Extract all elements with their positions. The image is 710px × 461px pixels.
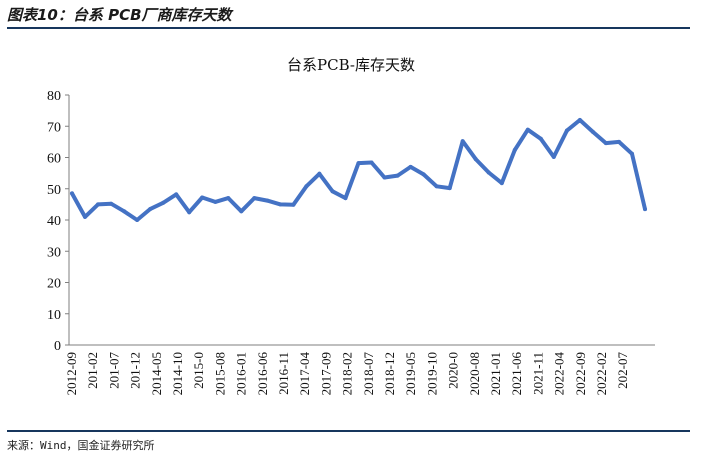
data-point	[148, 207, 153, 212]
data-point	[447, 186, 452, 191]
data-point	[291, 202, 296, 207]
data-point	[369, 160, 374, 165]
bottom-rule	[7, 430, 690, 432]
data-point	[486, 170, 491, 175]
x-tick-label: 2017-09	[318, 352, 333, 395]
y-tick-label: 60	[47, 152, 61, 167]
y-tick-label: 0	[54, 339, 61, 354]
figure-title: 图表10：台系 PCB厂商库存天数	[7, 6, 232, 24]
data-point	[174, 192, 179, 197]
x-tick-label: 2020-08	[467, 352, 482, 395]
x-tick-label: 2022-04	[552, 352, 567, 396]
data-point	[395, 173, 400, 178]
x-tick-label: 2016-11	[276, 352, 291, 395]
data-point	[382, 175, 387, 180]
data-point	[603, 141, 608, 146]
x-tick-label: 2022-09	[573, 352, 588, 395]
x-tick-label: 2019-05	[403, 352, 418, 395]
data-point	[70, 191, 74, 196]
x-tick-label: 2021-11	[530, 352, 545, 395]
data-point	[330, 189, 335, 194]
data-point	[356, 161, 361, 166]
y-tick-label: 50	[47, 183, 61, 198]
data-point	[161, 200, 166, 205]
chart-title: 台系PCB-库存天数	[287, 56, 415, 74]
data-point	[460, 139, 465, 144]
data-point	[434, 184, 439, 189]
x-tick-label: 2018-12	[382, 352, 397, 395]
y-tick-label: 80	[47, 89, 61, 104]
data-point	[265, 198, 270, 203]
data-point	[473, 157, 478, 162]
data-point	[135, 218, 140, 222]
x-tick-label: 2016-01	[234, 352, 249, 395]
x-tick-label: 2019-10	[424, 352, 439, 395]
x-tick-label: 2015-0	[191, 352, 206, 389]
x-tick-label: 2018-02	[340, 352, 355, 395]
x-tick-label: 2022-02	[594, 352, 609, 395]
data-point	[278, 202, 283, 207]
data-point	[590, 129, 595, 134]
data-point	[200, 195, 205, 200]
x-tick-label: 201-07	[106, 352, 121, 389]
top-rule	[7, 27, 690, 29]
y-tick-label: 70	[47, 120, 61, 135]
data-point	[96, 202, 100, 207]
data-point	[239, 209, 244, 214]
series-line	[70, 118, 647, 222]
y-tick-label: 10	[47, 308, 61, 323]
x-tick-label: 2018-07	[361, 352, 376, 396]
y-tick-label: 40	[47, 214, 61, 229]
x-tick-label: 2015-08	[212, 352, 227, 395]
data-point	[551, 154, 556, 159]
data-point	[226, 196, 231, 201]
data-point	[577, 118, 582, 122]
source-note: 来源：Wind，国金证券研究所	[7, 439, 155, 452]
x-tick-label: 2021-01	[488, 352, 503, 395]
data-point	[252, 196, 257, 201]
x-tick-label: 202-07	[615, 352, 630, 389]
data-point	[421, 172, 426, 177]
data-point	[83, 214, 87, 219]
x-tick-label: 2021-06	[509, 352, 524, 396]
x-tick-label: 201-02	[85, 352, 100, 389]
data-point	[187, 210, 192, 215]
x-tick-label: 2016-06	[255, 352, 270, 396]
data-point	[122, 209, 127, 214]
x-tick-label: 2012-09	[64, 352, 79, 395]
x-tick-label: 2014-05	[149, 352, 164, 395]
y-tick-label: 20	[47, 277, 61, 292]
data-point	[525, 127, 530, 132]
data-point	[109, 201, 114, 206]
y-tick-label: 30	[47, 245, 61, 260]
data-point	[512, 148, 517, 152]
data-point	[643, 207, 647, 212]
data-point	[617, 139, 621, 144]
data-point	[304, 184, 309, 189]
data-point	[408, 164, 413, 169]
data-point	[317, 171, 322, 176]
data-point	[538, 136, 543, 141]
data-point	[343, 196, 348, 201]
data-point	[630, 151, 634, 156]
x-tick-label: 2014-10	[170, 352, 185, 395]
x-tick-label: 2017-04	[297, 352, 312, 396]
data-point	[499, 181, 504, 186]
x-tick-label: 201-12	[128, 352, 143, 389]
data-point	[213, 199, 218, 204]
x-tick-label: 2020-0	[446, 352, 461, 389]
data-point	[564, 128, 569, 133]
